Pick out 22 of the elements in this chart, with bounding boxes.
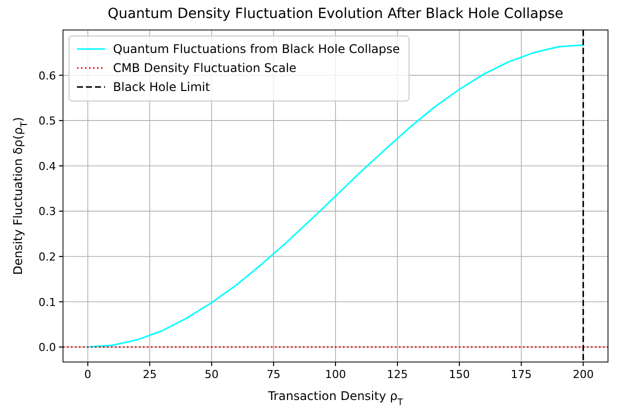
x-tick-label: 150: [448, 368, 470, 381]
x-tick-label: 0: [84, 368, 92, 381]
line-series: [87, 44, 584, 348]
y-tick-label: 0.6: [38, 69, 56, 82]
x-tick-label: 125: [386, 368, 408, 381]
y-tick-label: 0.5: [38, 114, 56, 128]
legend-label: Quantum Fluctuations from Black Hole Collapse: [113, 42, 400, 56]
chart-title: Quantum Density Fluctuation Evolution After Black Hole Collapse: [108, 6, 564, 22]
y-tick-label: 0.4: [38, 160, 56, 173]
x-tick-label: 25: [142, 368, 157, 381]
x-axis-title: Transaction Density ρ$_{T}$: [266, 389, 404, 408]
y-tick-label: 0.0: [38, 341, 56, 354]
ref-line-label: Black Hole Limit: [113, 80, 210, 94]
legend-label: CMB Density Fluctuation Scale: [113, 61, 296, 75]
x-tick-label: 175: [510, 368, 532, 381]
y-tick-label: 0.1: [38, 296, 56, 309]
x-tick-label: 100: [325, 368, 346, 381]
x-tick-label: 200: [572, 368, 594, 381]
y-tick-label: 0.3: [38, 205, 56, 218]
y-tick-label: 0.2: [38, 250, 56, 264]
x-tick-label: 75: [266, 368, 281, 381]
x-tick-label: 50: [204, 368, 219, 381]
